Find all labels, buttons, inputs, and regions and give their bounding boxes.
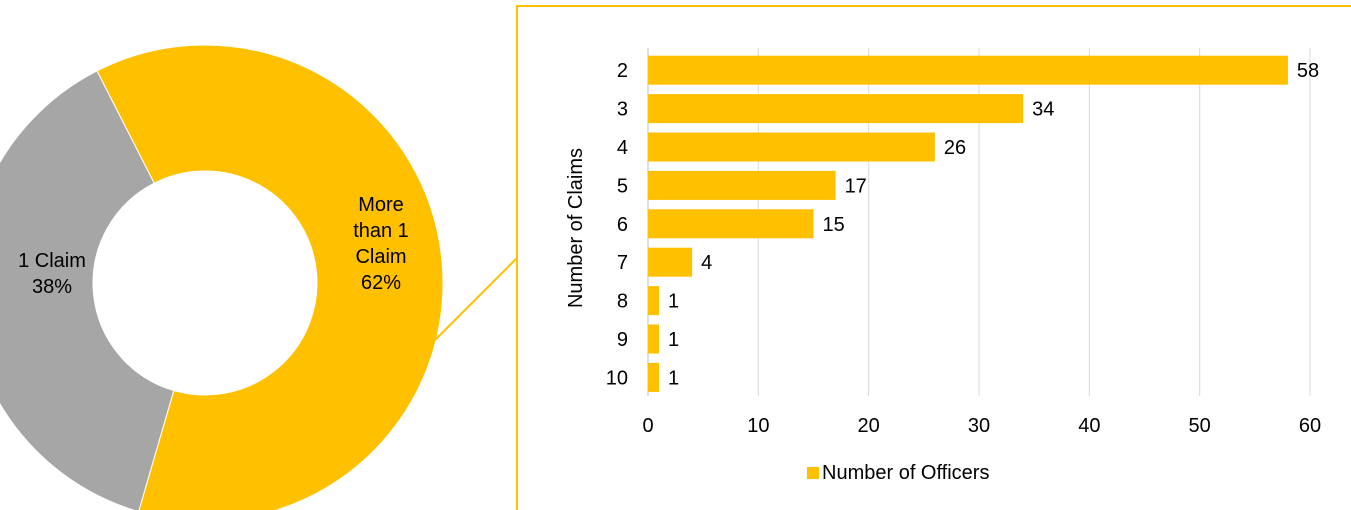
donut-slice-label: More than 1 Claim 62% — [353, 194, 409, 294]
bar — [648, 55, 1288, 85]
x-tick-label: 40 — [1078, 415, 1100, 437]
category-tick-label: 6 — [617, 214, 628, 236]
callout-lines — [424, 257, 518, 351]
donut-slice — [96, 44, 444, 510]
bar-data-label: 1 — [668, 367, 679, 389]
donut-slice-label: 1 Claim 38% — [18, 250, 86, 298]
bar-chart-frame — [516, 5, 1351, 510]
x-tick-label: 30 — [968, 415, 990, 437]
category-tick-label: 7 — [617, 252, 628, 274]
bar-data-label: 1 — [668, 329, 679, 351]
x-tick-labels: 0 10 20 30 40 50 60 — [642, 415, 1321, 437]
bar-data-label: 17 — [845, 175, 867, 197]
y-axis-title: Number of Claims — [565, 148, 587, 308]
donut-chart: More than 1 Claim 62% 1 Claim 38% — [0, 44, 444, 510]
bar-chart-border — [516, 5, 1351, 510]
bar — [648, 362, 660, 392]
bar-data-label: 1 — [668, 291, 679, 313]
callout-line-top — [424, 257, 518, 351]
x-tick-label: 10 — [747, 415, 769, 437]
bar — [648, 324, 660, 354]
x-tick-label: 50 — [1189, 415, 1211, 437]
bar — [648, 247, 693, 277]
bar — [648, 170, 836, 200]
x-tick-label: 20 — [858, 415, 880, 437]
category-tick-label: 2 — [617, 60, 628, 82]
bar — [648, 132, 935, 162]
x-tick-label: 60 — [1299, 415, 1321, 437]
bar — [648, 94, 1024, 124]
category-tick-label: 3 — [617, 99, 628, 121]
bar-data-label: 34 — [1032, 99, 1054, 121]
category-tick-label: 8 — [617, 291, 628, 313]
bar-data-label: 4 — [701, 252, 712, 274]
x-tick-label: 0 — [642, 415, 653, 437]
category-tick-label: 5 — [617, 175, 628, 197]
bar-data-label: 15 — [823, 214, 845, 236]
bar — [648, 286, 660, 316]
bar-data-label: 58 — [1297, 60, 1319, 82]
legend-swatch — [807, 467, 819, 479]
legend-label: Number of Officers — [822, 462, 989, 484]
legend: Number of Officers — [807, 462, 989, 484]
category-tick-label: 9 — [617, 329, 628, 351]
category-tick-label: 10 — [606, 367, 628, 389]
bar — [648, 209, 814, 239]
bars — [648, 55, 1288, 392]
category-tick-labels: 2 3 4 5 6 7 8 9 10 — [606, 60, 628, 389]
bar-data-label: 26 — [944, 137, 966, 159]
category-tick-label: 4 — [617, 137, 628, 159]
donut-slice — [0, 70, 175, 510]
